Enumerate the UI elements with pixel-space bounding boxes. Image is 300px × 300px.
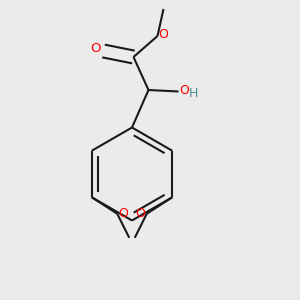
Text: H: H <box>188 86 198 100</box>
Text: O: O <box>159 28 169 41</box>
Text: O: O <box>179 84 189 98</box>
Text: O: O <box>90 42 101 55</box>
Text: O: O <box>136 207 146 220</box>
Text: O: O <box>118 207 128 220</box>
